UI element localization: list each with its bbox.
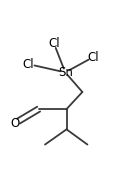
Text: Cl: Cl <box>87 51 99 64</box>
Text: Sn: Sn <box>58 66 73 79</box>
Text: Cl: Cl <box>48 37 60 50</box>
Text: O: O <box>11 116 20 130</box>
Text: Cl: Cl <box>23 58 34 71</box>
